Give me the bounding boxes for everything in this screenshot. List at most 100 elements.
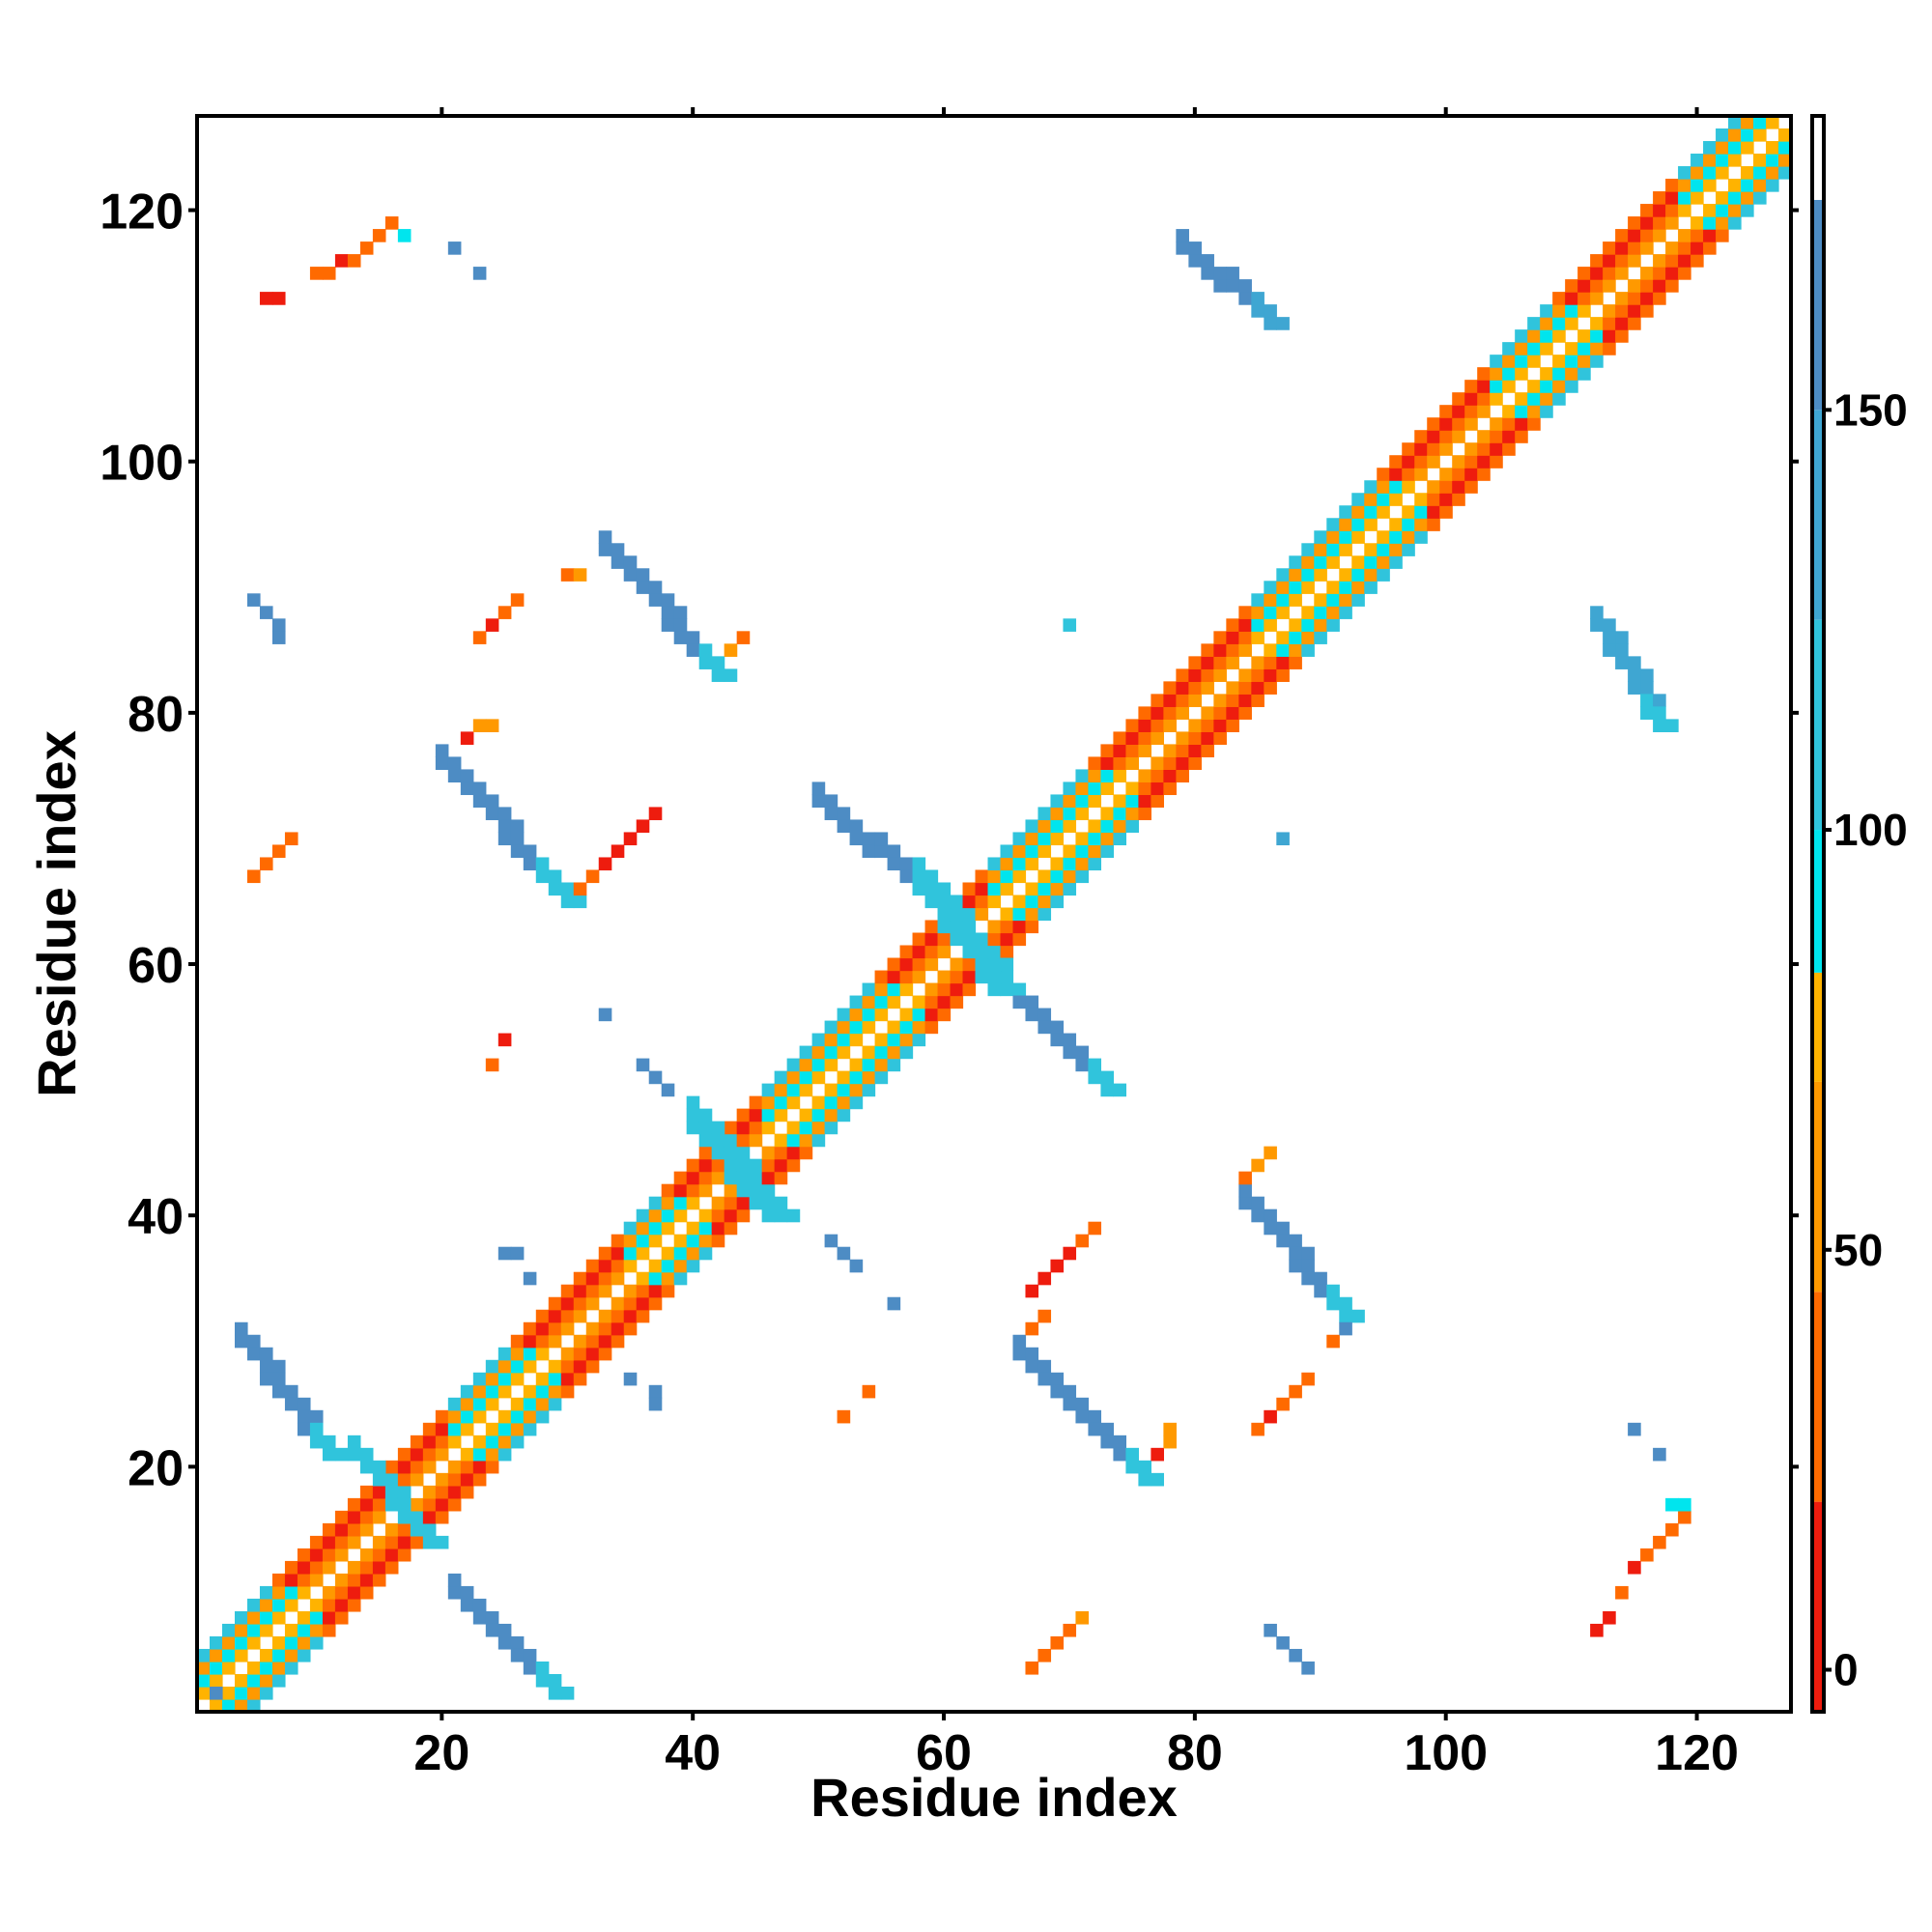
heatmap-cell xyxy=(1728,216,1742,230)
heatmap-cell xyxy=(1151,756,1164,771)
heatmap-cell xyxy=(636,1246,650,1261)
heatmap-cell xyxy=(1502,442,1516,456)
heatmap-cell xyxy=(874,1058,889,1072)
heatmap-cell xyxy=(548,1372,562,1386)
heatmap-cell xyxy=(1615,292,1629,305)
heatmap-cell xyxy=(1427,417,1440,431)
heatmap-cell xyxy=(246,1347,261,1361)
heatmap-cell xyxy=(924,982,939,997)
heatmap-cell xyxy=(472,631,487,644)
heatmap-cell xyxy=(1678,179,1691,192)
heatmap-cell xyxy=(636,819,650,834)
heatmap-cell xyxy=(1540,329,1553,343)
heatmap-cell xyxy=(209,1673,223,1688)
heatmap-cell xyxy=(221,1686,236,1700)
heatmap-cell xyxy=(837,1070,851,1085)
heatmap-cell xyxy=(975,869,989,884)
heatmap-cell xyxy=(1289,656,1302,669)
heatmap-cell xyxy=(1037,819,1052,834)
heatmap-cell xyxy=(1527,405,1541,418)
heatmap-cell xyxy=(1565,292,1578,305)
heatmap-cell xyxy=(1251,1196,1264,1210)
heatmap-cell xyxy=(1063,1045,1077,1060)
heatmap-cell xyxy=(1226,719,1239,732)
heatmap-cell xyxy=(1377,543,1390,556)
heatmap-cell xyxy=(1414,442,1428,456)
heatmap-cell xyxy=(1251,656,1264,669)
heatmap-cell xyxy=(774,1095,788,1110)
heatmap-cell xyxy=(1389,530,1403,544)
heatmap-cell xyxy=(472,1598,487,1612)
heatmap-cell xyxy=(1075,832,1090,846)
heatmap-cell xyxy=(811,1033,826,1047)
heatmap-cell xyxy=(1778,141,1792,155)
heatmap-cell xyxy=(1326,1296,1340,1311)
heatmap-cell xyxy=(736,1121,751,1135)
heatmap-cell xyxy=(1138,1472,1151,1487)
heatmap-cell xyxy=(1590,267,1604,280)
heatmap-cell xyxy=(1301,1246,1315,1261)
heatmap-cell xyxy=(1439,480,1453,494)
heatmap-cell xyxy=(1640,279,1654,293)
heatmap-cell xyxy=(422,1485,437,1499)
heatmap-cell xyxy=(334,1510,349,1524)
heatmap-cell xyxy=(1402,530,1415,544)
heatmap-cell xyxy=(1163,719,1177,732)
heatmap-cell xyxy=(611,1271,625,1286)
heatmap-cell xyxy=(1238,681,1252,695)
heatmap-cell xyxy=(372,1472,386,1487)
heatmap-cell xyxy=(1088,819,1102,834)
heatmap-cell xyxy=(1201,731,1214,745)
heatmap-cell xyxy=(1464,442,1478,456)
heatmap-cell xyxy=(1088,794,1102,809)
heatmap-cell xyxy=(246,593,261,607)
heatmap-cell xyxy=(686,1196,700,1210)
heatmap-cell xyxy=(1012,907,1027,922)
heatmap-cell xyxy=(924,882,939,896)
heatmap-cell xyxy=(1728,179,1742,192)
heatmap-cell xyxy=(1690,166,1704,180)
heatmap-cell xyxy=(435,1497,449,1512)
heatmap-cell xyxy=(1301,581,1315,594)
heatmap-cell xyxy=(686,1246,700,1261)
heatmap-cell xyxy=(962,945,977,959)
heatmap-cell xyxy=(334,1535,349,1549)
heatmap-cell xyxy=(435,1435,449,1449)
heatmap-cell xyxy=(686,1259,700,1273)
heatmap-cell xyxy=(774,1208,788,1223)
heatmap-cell xyxy=(510,1648,525,1662)
heatmap-cell xyxy=(636,1221,650,1236)
colorbar-band xyxy=(1812,619,1824,831)
heatmap-cell xyxy=(1276,832,1290,846)
heatmap-cell xyxy=(1100,1070,1115,1085)
heatmap-cell xyxy=(1264,1409,1277,1424)
heatmap-cell xyxy=(837,807,851,821)
heatmap-cell xyxy=(1615,304,1629,318)
heatmap-cell xyxy=(1125,731,1140,745)
heatmap-cell xyxy=(397,1460,412,1474)
heatmap-cell xyxy=(1439,493,1453,506)
heatmap-cell xyxy=(1251,304,1264,318)
heatmap-cell xyxy=(573,1271,587,1286)
heatmap-cell xyxy=(284,1635,298,1650)
heatmap-cell xyxy=(1665,279,1679,293)
heatmap-cell xyxy=(661,1183,675,1198)
heatmap-cell xyxy=(309,1409,324,1424)
heatmap-cell xyxy=(1464,380,1478,393)
heatmap-cell xyxy=(1490,455,1503,469)
heatmap-cell xyxy=(711,1196,725,1210)
heatmap-cell xyxy=(1427,430,1440,443)
heatmap-cell xyxy=(397,229,412,242)
heatmap-cell xyxy=(824,1045,838,1060)
heatmap-cell xyxy=(1000,945,1014,959)
heatmap-cell xyxy=(460,1447,474,1462)
heatmap-cell xyxy=(1439,468,1453,481)
heatmap-cell xyxy=(1665,216,1679,230)
heatmap-cell xyxy=(1276,606,1290,619)
heatmap-cell xyxy=(410,1472,424,1487)
heatmap-cell xyxy=(1326,1334,1340,1349)
heatmap-cell xyxy=(1552,355,1566,368)
heatmap-cell xyxy=(924,869,939,884)
heatmap-cell xyxy=(1590,329,1604,343)
heatmap-cell xyxy=(585,1359,600,1374)
